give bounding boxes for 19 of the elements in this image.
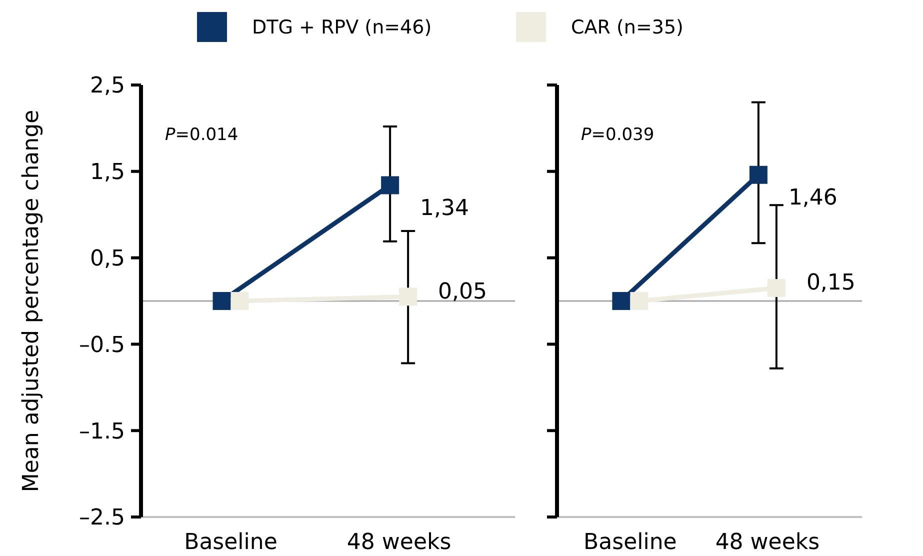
x-tick-label: Baseline: [584, 530, 677, 555]
x-tick-label: 48 weeks: [346, 530, 452, 555]
y-tick-label: 2,5: [90, 74, 125, 99]
y-tick-label: –1.5: [79, 419, 125, 444]
legend-label: CAR (n=35): [571, 16, 684, 39]
x-tick-label: Baseline: [184, 530, 278, 555]
y-tick-label: –2.5: [79, 506, 125, 531]
data-label: 0,05: [438, 279, 488, 304]
y-tick-label: 0,5: [90, 246, 125, 272]
annotation: P=0.014: [165, 125, 238, 145]
annotation: P=0.039: [581, 125, 654, 145]
x-tick-label: 48 weeks: [715, 530, 820, 555]
y-tick-label: 1,5: [90, 160, 125, 186]
y-axis-title: Mean adjusted percentage change: [19, 110, 44, 492]
legend-label: DTG + RPV (n=46): [252, 16, 432, 39]
y-tick-label: –0.5: [79, 332, 125, 358]
data-label: 1,46: [788, 186, 838, 211]
data-label: 0,15: [806, 270, 856, 296]
data-label: 1,34: [420, 196, 470, 221]
